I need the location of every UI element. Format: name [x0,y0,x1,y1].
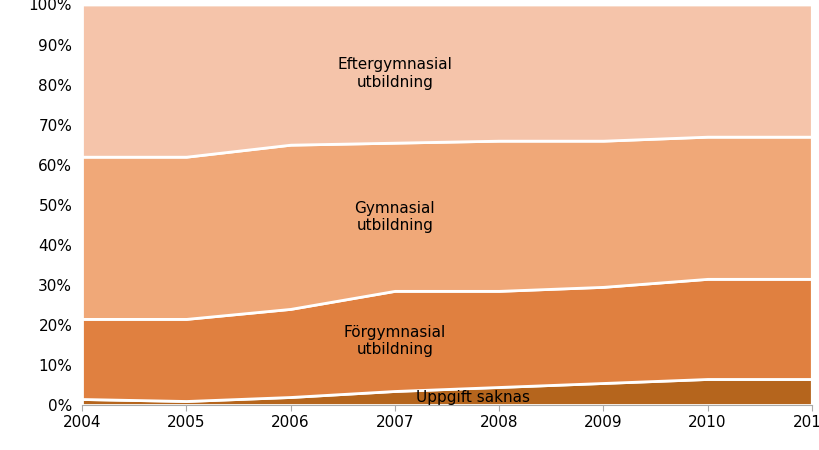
Text: Gymnasial
utbildning: Gymnasial utbildning [354,201,435,233]
Text: Uppgift saknas: Uppgift saknas [415,391,529,405]
Text: Förgymnasial
utbildning: Förgymnasial utbildning [343,325,446,357]
Text: Eftergymnasial
utbildning: Eftergymnasial utbildning [337,58,451,90]
